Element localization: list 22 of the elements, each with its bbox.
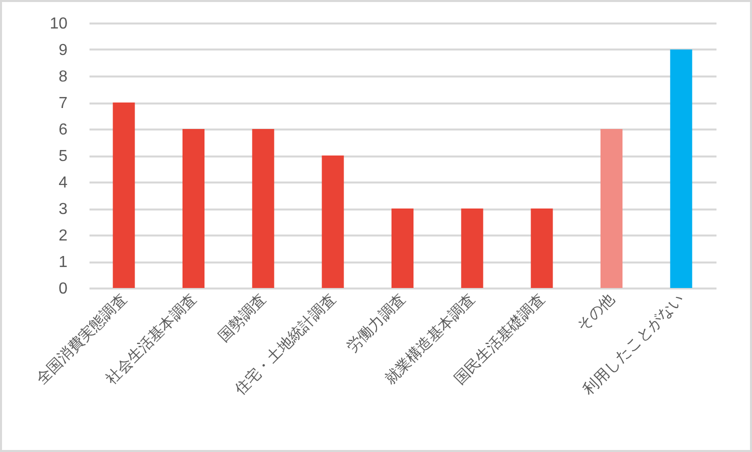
x-tick-label: 国勢調査 xyxy=(215,290,270,346)
y-tick-label: 8 xyxy=(58,68,68,86)
bar xyxy=(322,156,344,288)
bar xyxy=(461,208,484,288)
y-tick-label: 4 xyxy=(58,174,68,192)
y-tick-label: 2 xyxy=(58,228,68,244)
x-tick-label: その他 xyxy=(574,290,618,335)
y-tick-label: 0 xyxy=(58,280,68,298)
y-tick-label: 6 xyxy=(58,122,68,138)
y-tick-label: 9 xyxy=(58,42,68,59)
bar xyxy=(252,129,274,288)
y-tick-label: 7 xyxy=(58,95,68,112)
bar xyxy=(670,50,692,288)
bar xyxy=(182,129,205,288)
bar xyxy=(530,208,553,288)
bar xyxy=(391,208,414,288)
y-tick-label: 3 xyxy=(58,201,68,218)
y-tick-label: 10 xyxy=(50,16,68,32)
y-tick-label: 1 xyxy=(58,254,68,271)
bar xyxy=(112,102,135,288)
y-tick-label: 5 xyxy=(58,148,68,165)
bar xyxy=(600,129,623,288)
